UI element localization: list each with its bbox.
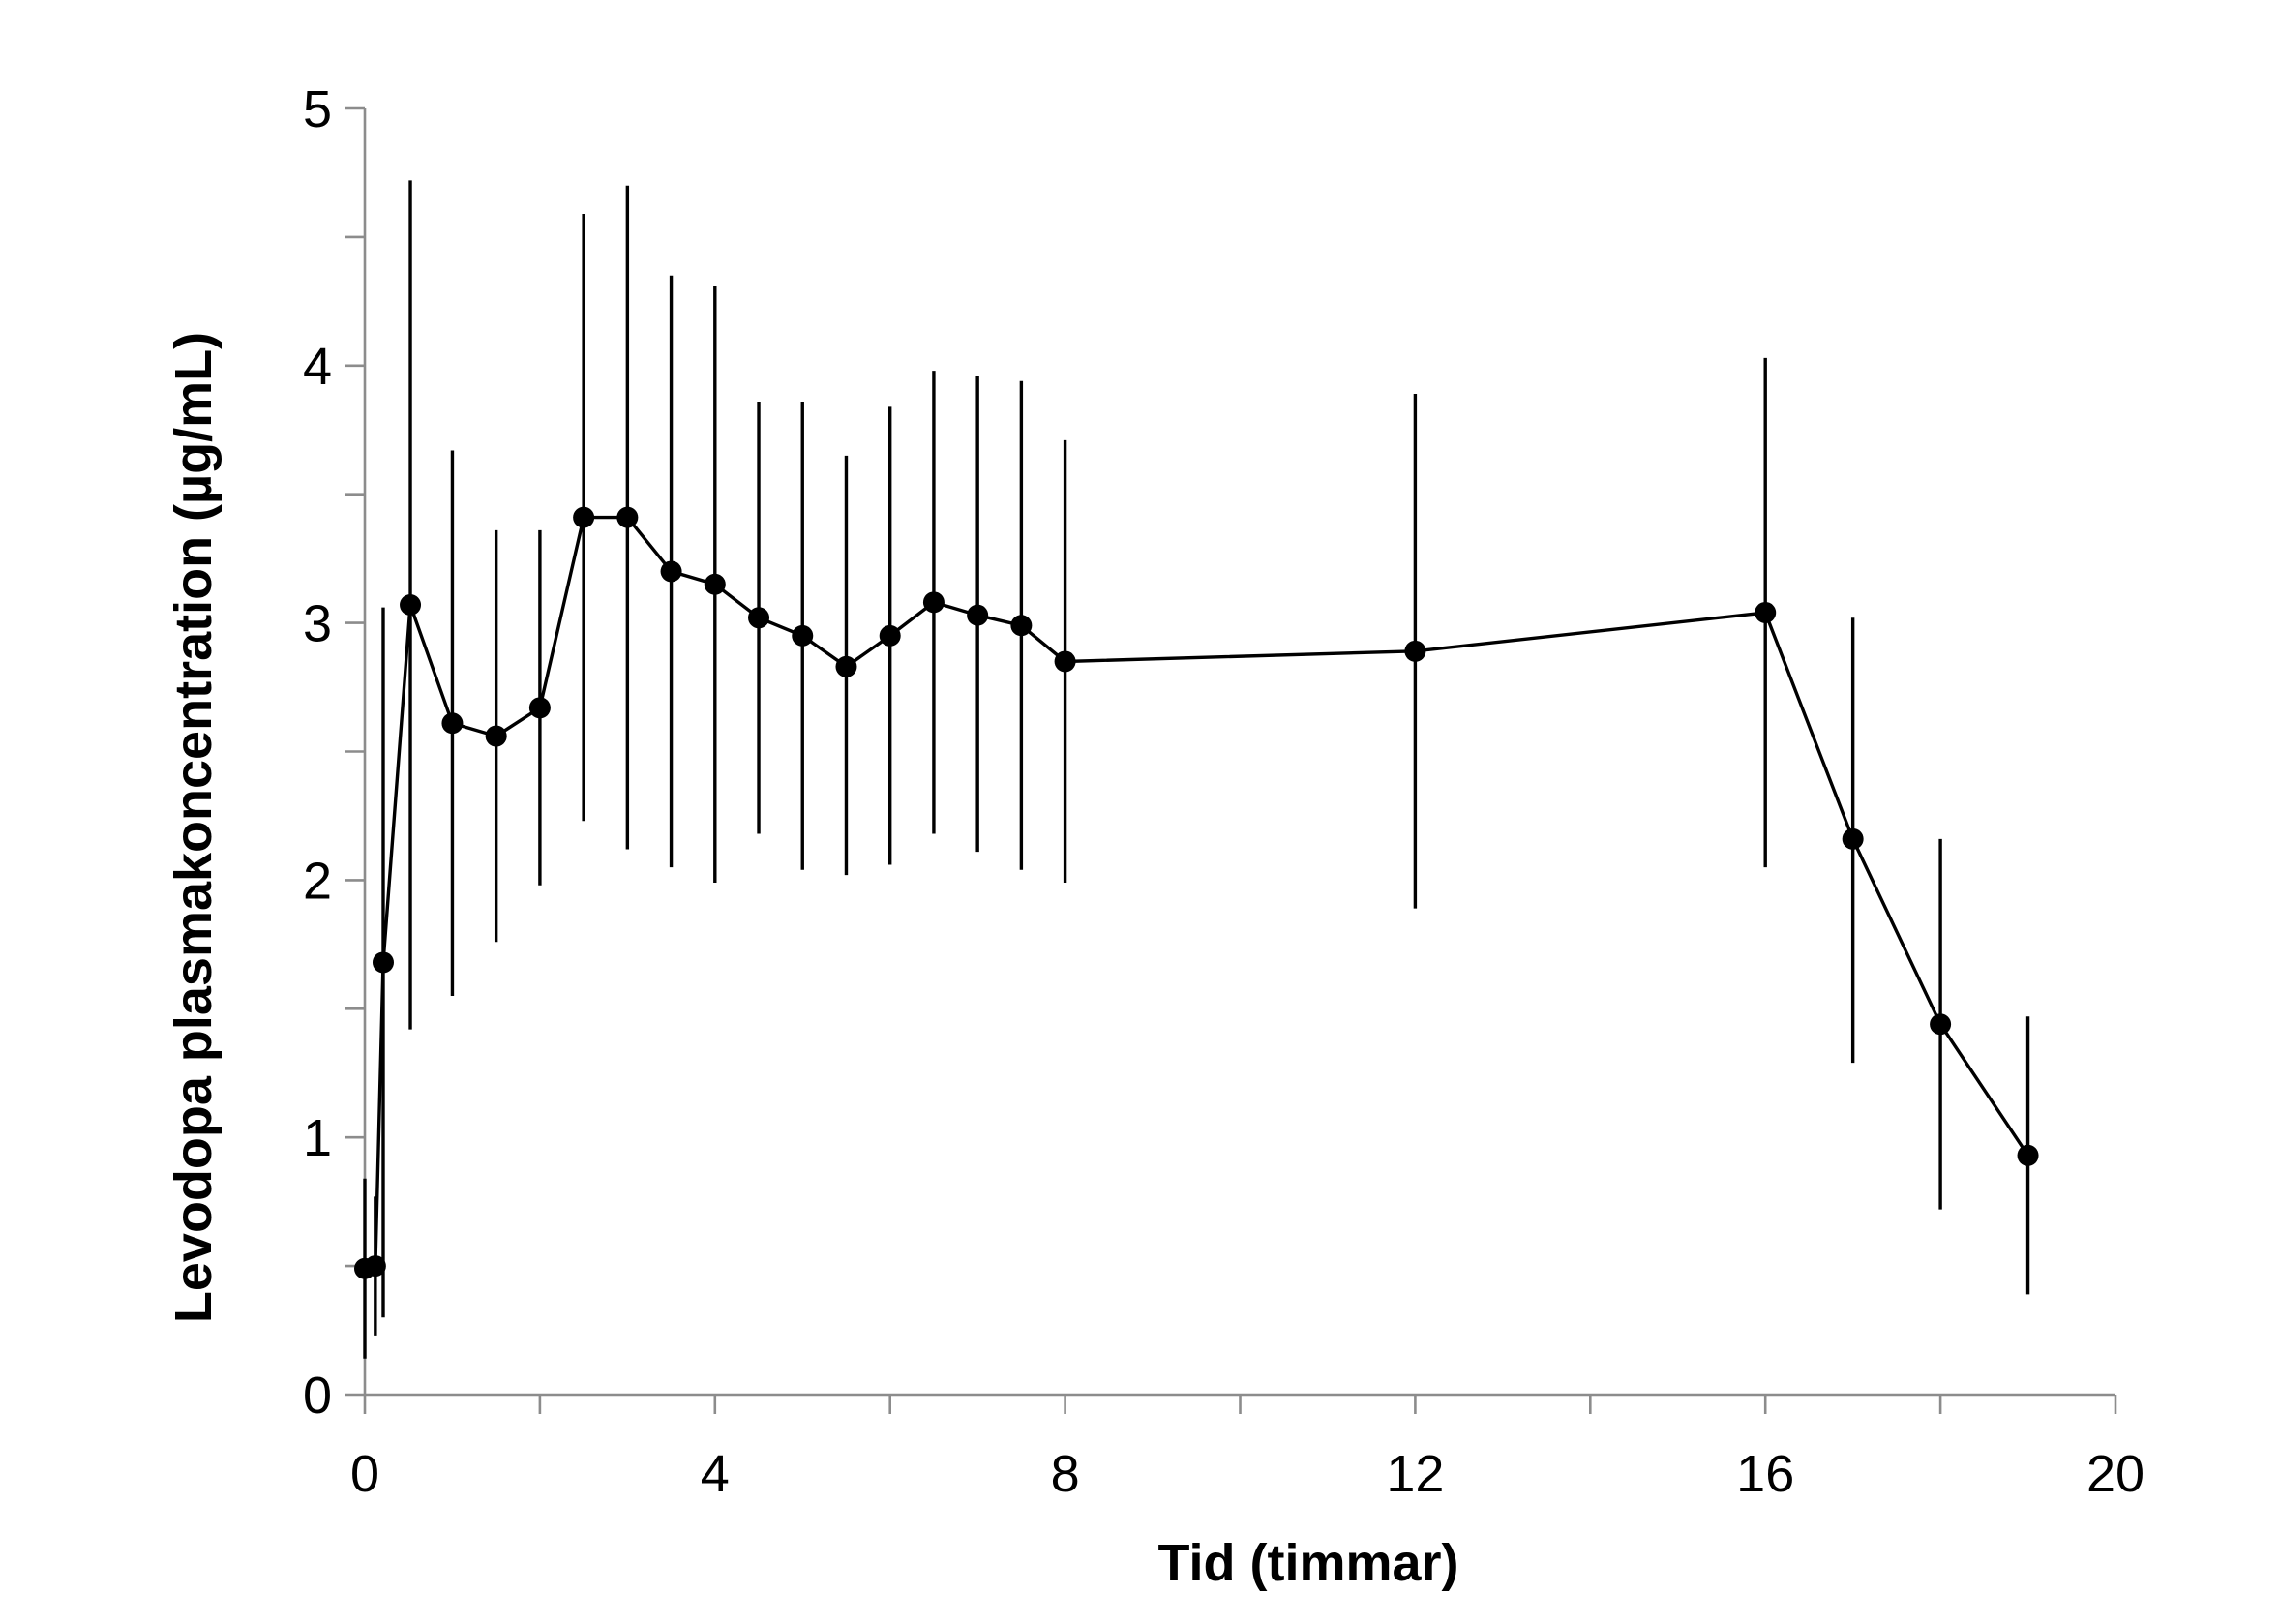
series-line: [364, 515, 2030, 1271]
data-point: [879, 624, 901, 647]
x-tick-label: 0: [350, 1445, 379, 1503]
y-tick-label: 3: [303, 595, 332, 653]
data-point: [2017, 1144, 2039, 1166]
data-point: [748, 607, 770, 629]
y-tick-label: 4: [303, 338, 332, 396]
x-tick-label: 16: [1736, 1445, 1794, 1503]
data-point: [922, 591, 945, 614]
y-ticks: 0 1 2 3 4 5: [303, 80, 365, 1425]
data-point: [660, 560, 682, 583]
data-point: [1010, 615, 1033, 637]
x-tick-label: 12: [1386, 1445, 1444, 1503]
y-axis-title: Levodopa plasmakoncentration (µg/mL): [165, 332, 223, 1323]
data-point: [1930, 1013, 1952, 1036]
data-point: [704, 573, 726, 595]
data-point: [1404, 640, 1426, 662]
data-point: [441, 712, 464, 735]
data-point: [372, 951, 394, 974]
data-point: [967, 604, 989, 626]
data-point: [835, 655, 857, 677]
data-point: [792, 624, 814, 647]
data-point: [1842, 827, 1864, 850]
y-tick-label: 2: [303, 852, 332, 910]
x-tick-label: 20: [2086, 1445, 2145, 1503]
data-point: [364, 1255, 386, 1278]
y-tick-label: 1: [303, 1109, 332, 1167]
data-point: [528, 697, 551, 719]
data-points: [354, 506, 2039, 1279]
x-ticks: 0 4 8 12 16 20: [350, 1395, 2145, 1503]
y-tick-label: 5: [303, 80, 332, 138]
data-point: [1054, 650, 1076, 673]
x-axis-title: Tid (timmar): [1157, 1534, 1458, 1592]
data-point: [1755, 601, 1777, 623]
x-tick-label: 8: [1051, 1445, 1080, 1503]
data-point: [485, 725, 507, 747]
data-point: [400, 593, 422, 616]
data-point: [573, 506, 595, 528]
x-tick-label: 4: [701, 1445, 730, 1503]
y-tick-label: 0: [303, 1367, 332, 1425]
data-point: [616, 506, 639, 528]
error-bars: [363, 180, 2030, 1359]
